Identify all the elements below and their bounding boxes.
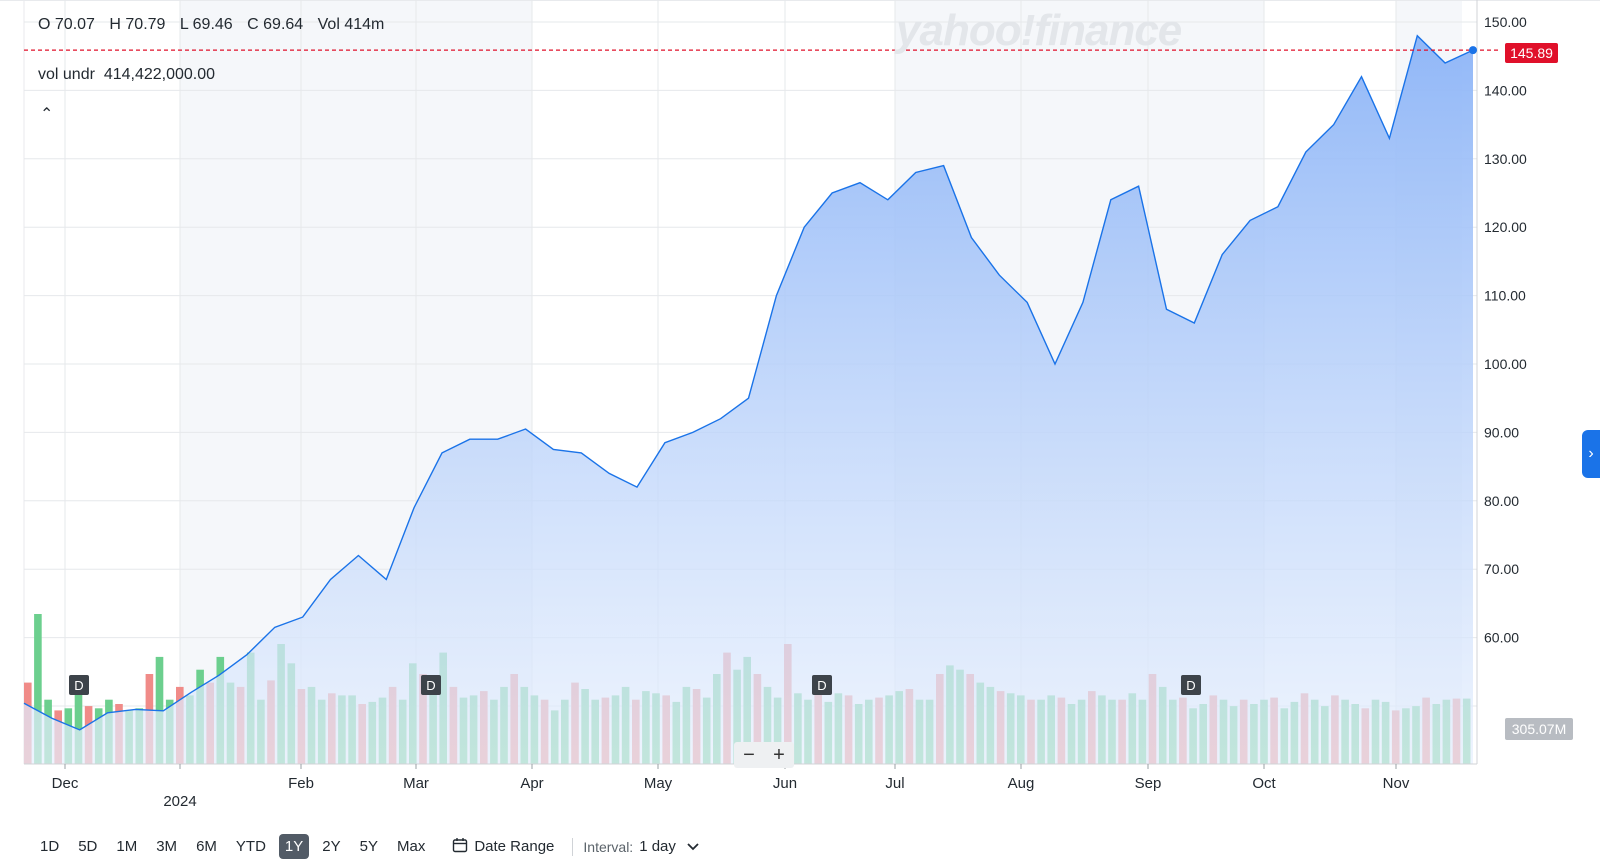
- volume-value: Vol 414m: [317, 16, 385, 33]
- interval-value[interactable]: 1 day: [639, 838, 676, 855]
- zoom-out-button[interactable]: −: [743, 743, 755, 766]
- dividend-marker-label: D: [1186, 678, 1195, 693]
- close-value: C 69.64: [247, 16, 304, 33]
- chevron-right-icon[interactable]: ›: [1582, 430, 1600, 478]
- x-tick-label: Jun: [773, 775, 797, 792]
- volume-indicator-label: vol undr: [38, 66, 95, 83]
- y-tick-label: 110.00: [1484, 288, 1526, 304]
- y-tick-label: 60.00: [1484, 630, 1519, 646]
- volume-indicator-value: 414,422,000.00: [103, 66, 216, 83]
- x-tick-label: Mar: [403, 775, 429, 792]
- x-tick-label: 2024: [163, 793, 196, 810]
- range-2y[interactable]: 2Y: [322, 838, 341, 855]
- toolbar-divider: [572, 837, 574, 856]
- x-tick-label: Sep: [1135, 775, 1162, 792]
- last-price-tag: 145.89: [1505, 43, 1558, 63]
- y-tick-label: 140.00: [1484, 82, 1527, 98]
- range-1d[interactable]: 1D: [40, 838, 60, 855]
- high-value: H 70.79: [109, 16, 166, 33]
- y-tick-label: 120.00: [1484, 219, 1527, 235]
- x-tick-label: Nov: [1383, 775, 1410, 792]
- x-tick-label: Apr: [520, 775, 543, 792]
- interval-label: Interval:: [583, 838, 634, 855]
- range-3m[interactable]: 3M: [156, 838, 178, 855]
- dividend-marker: [69, 675, 89, 695]
- range-1y[interactable]: 1Y: [278, 834, 310, 859]
- y-tick-label: 130.00: [1484, 151, 1527, 167]
- volume-indicator-readout: vol undr 414,422,000.00: [38, 66, 215, 84]
- x-tick-label: Jul: [885, 775, 904, 792]
- price-line: [23, 34, 1474, 731]
- dividend-marker: [812, 675, 832, 695]
- dividend-marker-label: D: [426, 678, 435, 693]
- y-tick-label: 80.00: [1484, 493, 1519, 509]
- ohlc-readout: O 70.07 H 70.79 L 69.46 C 69.64 Vol 414m: [38, 16, 394, 34]
- x-tick-label: May: [644, 775, 673, 792]
- x-tick-label: Feb: [288, 775, 314, 792]
- y-tick-label: 70.00: [1484, 561, 1519, 577]
- chevron-down-icon[interactable]: [686, 839, 700, 855]
- last-price-dot: [1469, 46, 1477, 55]
- x-tick-label: Oct: [1252, 775, 1276, 792]
- range-ytd[interactable]: YTD: [235, 838, 266, 855]
- date-range-button[interactable]: Date Range: [474, 838, 555, 855]
- chart-toolbar: 1D 5D 1M 3M 6M YTD 1Y 2Y 5Y Max Date Ran…: [34, 834, 700, 859]
- yahoo-finance-watermark: yahoo!finance: [896, 6, 1182, 55]
- open-value: O 70.07: [38, 16, 95, 33]
- low-value: L 69.46: [179, 16, 233, 33]
- range-5y[interactable]: 5Y: [359, 838, 378, 855]
- zoom-in-button[interactable]: +: [773, 743, 785, 766]
- calendar-icon[interactable]: [452, 837, 468, 857]
- dividend-marker-label: D: [74, 678, 83, 693]
- dividend-marker: [421, 675, 441, 695]
- dividend-marker: [1181, 675, 1201, 695]
- x-tick-label: Aug: [1008, 775, 1035, 792]
- y-tick-label: 90.00: [1484, 424, 1519, 440]
- range-max[interactable]: Max: [396, 838, 426, 855]
- last-volume-tag: 305.07M: [1505, 718, 1573, 740]
- x-tick-label: Dec: [52, 775, 79, 792]
- y-tick-label: 100.00: [1484, 356, 1527, 372]
- price-area: [24, 35, 1473, 764]
- range-6m[interactable]: 6M: [196, 838, 217, 855]
- volume-bar: [74, 682, 83, 764]
- volume-bar: [34, 614, 42, 764]
- range-5d[interactable]: 5D: [78, 838, 98, 855]
- chevron-up-icon[interactable]: ⌃: [40, 106, 54, 123]
- y-tick-label: 150.00: [1484, 14, 1527, 30]
- range-1m[interactable]: 1M: [116, 838, 138, 855]
- dividend-marker-label: D: [817, 678, 826, 693]
- zoom-controls: − +: [734, 742, 794, 768]
